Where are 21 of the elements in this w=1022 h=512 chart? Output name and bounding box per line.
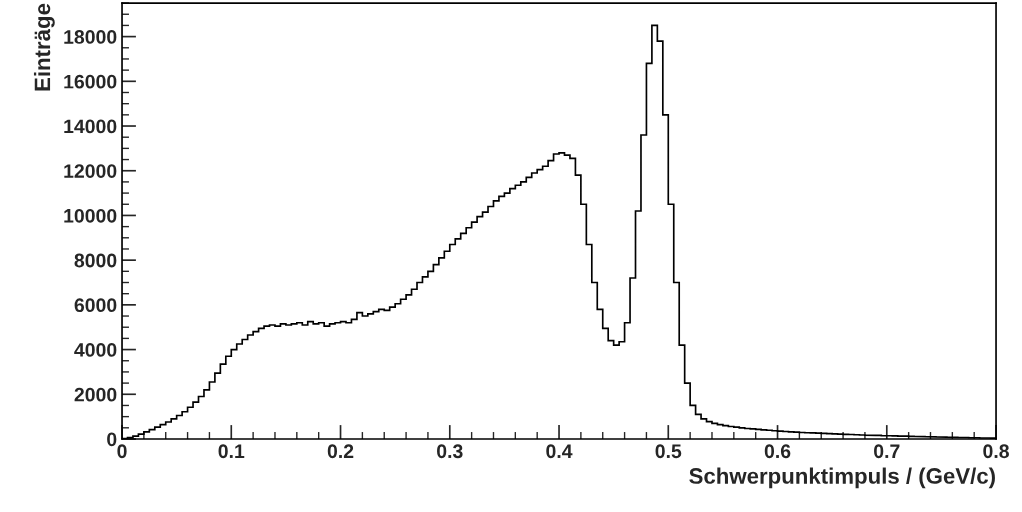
x-tick-label: 0.4 [546, 444, 573, 459]
y-tick-label: 16000 [64, 74, 117, 89]
x-tick-label: 0.6 [764, 444, 791, 459]
x-tick-label: 0.2 [327, 444, 354, 459]
y-tick-label: 18000 [64, 30, 117, 44]
x-tick-label: 0.3 [437, 444, 463, 459]
y-tick-label: 14000 [64, 119, 117, 134]
y-tick-label: 8000 [74, 253, 117, 268]
x-tick-label: 0 [117, 444, 127, 459]
y-tick-label: 0 [107, 432, 117, 447]
y-tick-label: 6000 [74, 298, 117, 313]
y-tick-label: 4000 [74, 343, 117, 357]
y-tick-label: 12000 [64, 164, 117, 178]
x-tick-label: 0.5 [655, 444, 682, 459]
x-tick-label: 0.8 [983, 444, 1009, 459]
x-tick-label: 0.1 [218, 444, 245, 459]
y-tick-label: 10000 [64, 208, 117, 223]
y-axis-title: Einträge [33, 3, 55, 91]
x-tick-label: 0.7 [874, 444, 900, 459]
x-axis-title: Schwerpunktimpuls / (GeV/c) [689, 467, 995, 489]
y-tick-label: 2000 [74, 387, 117, 402]
